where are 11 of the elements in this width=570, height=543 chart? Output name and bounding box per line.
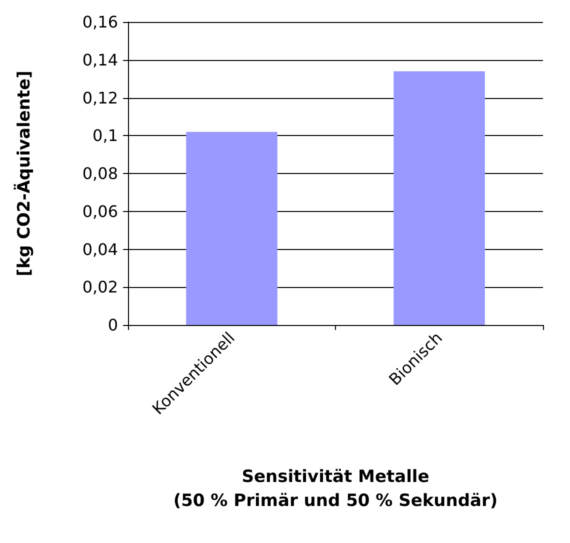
y-tick-label: 0,14 <box>82 50 118 70</box>
y-tick-label: 0,1 <box>92 126 118 146</box>
y-tick-label: 0,12 <box>82 88 118 108</box>
y-tick-label: 0,06 <box>82 202 118 221</box>
y-tick-label: 0,04 <box>82 240 118 259</box>
x-axis-title: Sensitivität Metalle (50 % Primär und 50 % Sekundär) <box>173 467 498 511</box>
y-axis-title: [kg CO2-Äquivalente] <box>14 70 34 276</box>
y-tick-label: 0 <box>108 316 118 334</box>
y-tick-label: 0,08 <box>82 164 118 183</box>
y-tick-label: 0,16 <box>82 12 118 32</box>
y-tick-label: 0,02 <box>82 278 118 297</box>
